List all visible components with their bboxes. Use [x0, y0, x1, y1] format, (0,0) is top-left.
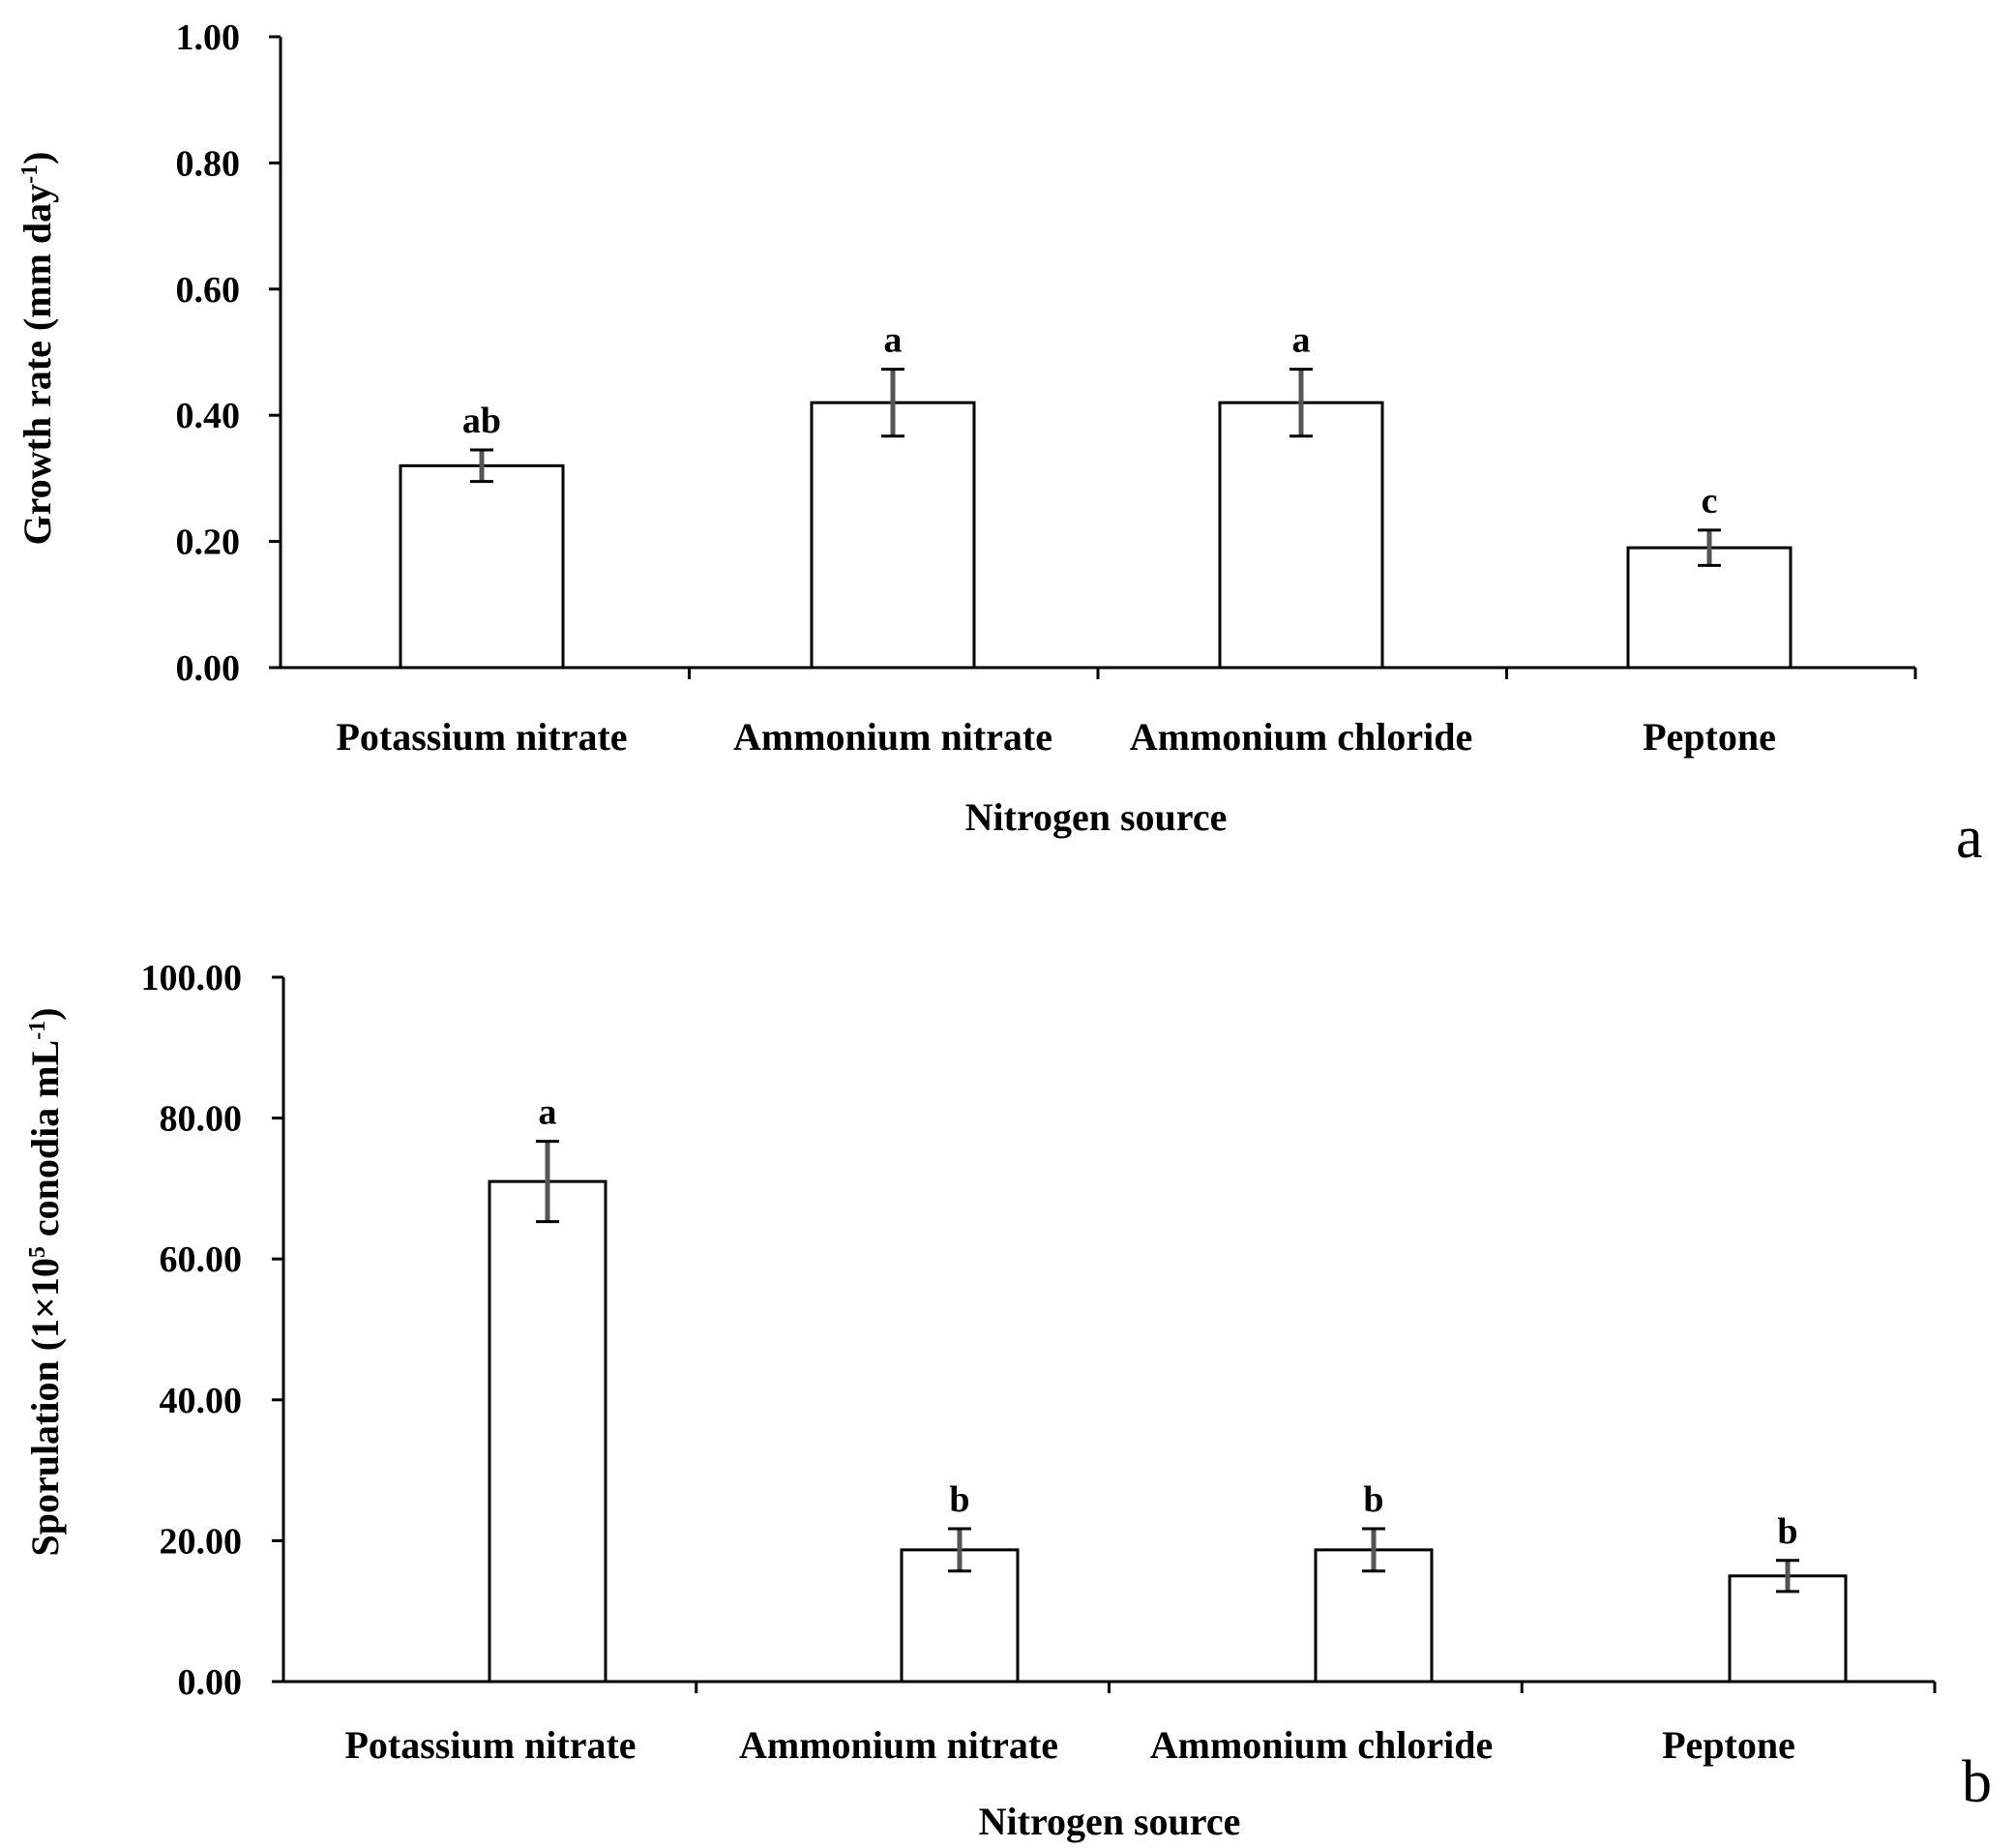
- y-axis-title: Growth rate (mm day-1): [15, 152, 59, 546]
- significance-label: a: [539, 1092, 557, 1133]
- bar: [1218, 401, 1384, 670]
- significance-label: b: [949, 1479, 969, 1520]
- y-axis-title-main: Sporulation (1×10: [23, 1258, 67, 1556]
- x-axis-title: Nitrogen source: [979, 1800, 1241, 1843]
- y-tick-label: 0.80: [176, 143, 241, 184]
- y-axis-title-mid: conodia mL: [23, 1040, 67, 1246]
- x-category-label: Ammonium chloride: [1130, 715, 1472, 759]
- bar: [810, 401, 976, 670]
- y-axis-title-main: Growth rate (mm day: [15, 184, 59, 546]
- y-axis-title-close: ): [15, 152, 59, 164]
- x-category-label: Ammonium chloride: [1150, 1723, 1493, 1767]
- y-axis-title: Sporulation (1×105 conodia mL-1): [23, 1007, 67, 1556]
- y-tick-label: 0.40: [176, 396, 241, 436]
- sporulation-chart: 0.00 20.00 40.00 60.00 80.00 100.00 a Potassiu…: [23, 958, 1992, 1843]
- y-axis-title-sup: 5: [25, 1246, 50, 1258]
- y-tick-label: 0.00: [176, 648, 241, 689]
- y-tick-label: 1.00: [176, 17, 241, 58]
- significance-label: ab: [462, 401, 501, 441]
- significance-label: a: [884, 320, 903, 361]
- bar: [488, 1179, 607, 1684]
- x-category-label: Potassium nitrate: [336, 715, 627, 759]
- y-tick-label: 20.00: [160, 1521, 243, 1562]
- x-category-label: Peptone: [1662, 1723, 1795, 1767]
- x-axis-title: Nitrogen source: [965, 795, 1228, 839]
- bar: [399, 463, 565, 670]
- y-tick-label: 0.60: [176, 270, 241, 311]
- y-tick-label: 80.00: [160, 1099, 243, 1140]
- y-tick-label: 40.00: [160, 1381, 243, 1421]
- y-axis-title-end: ): [23, 1007, 67, 1020]
- panel-label: b: [1962, 1749, 1992, 1815]
- significance-label: a: [1292, 320, 1311, 361]
- bar: [1728, 1574, 1848, 1684]
- y-tick-label: 100.00: [141, 958, 243, 999]
- x-category-label: Ammonium nitrate: [739, 1723, 1058, 1767]
- bar: [1626, 546, 1793, 670]
- y-axis-title-sup2: -1: [25, 1021, 50, 1040]
- significance-label: c: [1702, 481, 1718, 522]
- significance-label: b: [1777, 1511, 1797, 1552]
- growth-rate-chart: 0.00 0.20 0.40 0.60 0.80 1.00 ab Potassium nit…: [15, 17, 1983, 871]
- x-category-label: Ammonium nitrate: [733, 715, 1052, 759]
- y-tick-label: 60.00: [160, 1239, 243, 1280]
- x-category-label: Peptone: [1643, 715, 1776, 759]
- y-tick-label: 0.20: [176, 522, 241, 563]
- panel-label: a: [1956, 805, 1983, 871]
- x-category-label: Potassium nitrate: [344, 1723, 636, 1767]
- y-axis-title-sup: -1: [17, 164, 43, 184]
- y-tick-label: 0.00: [178, 1662, 243, 1703]
- significance-label: b: [1363, 1479, 1383, 1520]
